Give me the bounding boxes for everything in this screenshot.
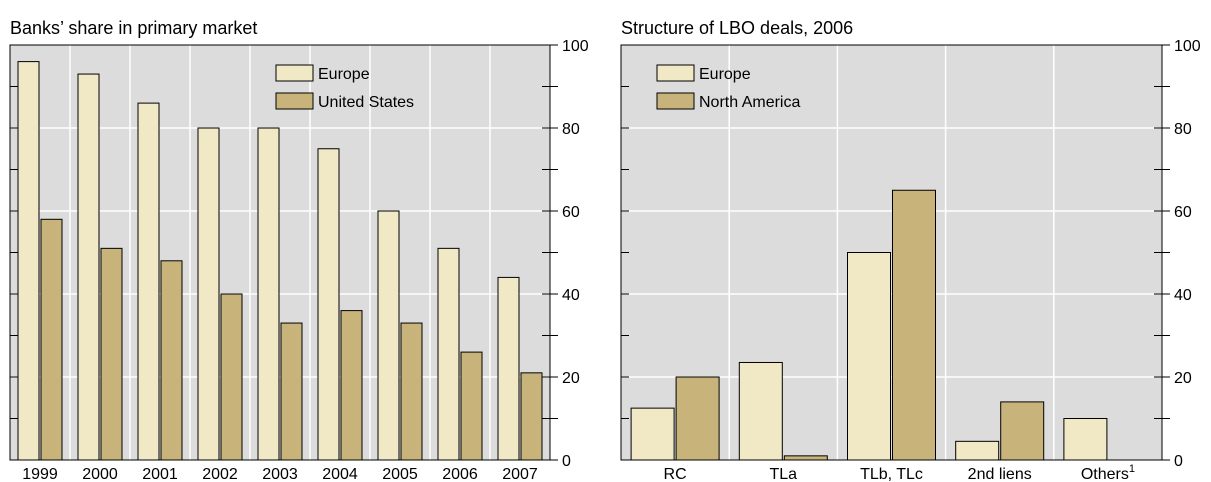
left-ytick-label: 40 xyxy=(562,287,580,304)
right-ytick-label: 40 xyxy=(1174,287,1192,304)
left-category-label-6: 2005 xyxy=(382,466,418,482)
right-category-footnote-4: 1 xyxy=(1129,463,1135,475)
left-bar-series2-6 xyxy=(400,322,423,461)
left-bar-europe-5 xyxy=(317,148,340,461)
left-bar-series2-1 xyxy=(100,247,123,461)
left-ytick-label: 60 xyxy=(562,204,580,221)
right-bar-europe-2 xyxy=(847,252,891,461)
right-chart-title: Structure of LBO deals, 2006 xyxy=(621,18,853,38)
left-legend-label-1: United States xyxy=(318,94,414,111)
right-category-label-1: TLa xyxy=(770,466,798,482)
right-ytick-label: 80 xyxy=(1174,121,1192,138)
left-chart-title: Banks’ share in primary market xyxy=(10,18,257,38)
left-bar-europe-2 xyxy=(137,102,160,461)
left-legend-swatch-0 xyxy=(275,64,314,82)
right-legend-swatch-0 xyxy=(656,64,695,82)
right-bar-europe-3 xyxy=(955,440,1000,461)
left-bar-europe-1 xyxy=(77,73,100,461)
left-bar-europe-0 xyxy=(17,61,40,461)
right-bar-series2-0 xyxy=(675,376,720,461)
left-bar-europe-6 xyxy=(377,210,400,461)
left-ytick-label: 100 xyxy=(562,38,589,55)
left-ytick-label: 80 xyxy=(562,121,580,138)
left-bar-europe-3 xyxy=(197,127,220,461)
right-legend-label-0: Europe xyxy=(699,66,751,83)
left-ytick-label: 0 xyxy=(562,453,571,470)
right-bar-europe-1 xyxy=(738,361,783,461)
banks-share-chart: Banks’ share in primary market 0 20 40 60 80 1… xyxy=(9,18,589,482)
right-category-label-2: TLb, TLc xyxy=(860,466,923,482)
right-bar-europe-0 xyxy=(630,407,675,461)
right-category-label-4: Others1 xyxy=(1081,463,1135,482)
left-bar-europe-4 xyxy=(257,127,280,461)
left-bar-series2-7 xyxy=(460,351,483,461)
right-bar-series2-2 xyxy=(892,189,936,461)
left-category-label-0: 1999 xyxy=(22,466,58,482)
right-bar-series2-1 xyxy=(783,455,828,461)
right-legend-label-1: North America xyxy=(699,94,800,111)
right-bar-europe-4 xyxy=(1063,418,1108,461)
right-ytick-label: 100 xyxy=(1174,38,1201,55)
left-bar-europe-8 xyxy=(497,276,520,461)
left-bar-series2-2 xyxy=(160,260,183,461)
left-bar-series2-3 xyxy=(220,293,243,461)
left-category-label-7: 2006 xyxy=(442,466,478,482)
left-legend-swatch-1 xyxy=(275,92,314,110)
right-ytick-label: 0 xyxy=(1174,453,1183,470)
right-ytick-label: 20 xyxy=(1174,370,1192,387)
left-bar-series2-4 xyxy=(280,322,303,461)
left-category-label-1: 2000 xyxy=(82,466,118,482)
left-plot-area xyxy=(10,45,550,460)
left-bar-series2-0 xyxy=(40,218,63,461)
left-legend-label-0: Europe xyxy=(318,66,370,83)
right-legend-swatch-1 xyxy=(656,92,695,110)
left-bar-europe-7 xyxy=(437,247,460,461)
left-bar-series2-5 xyxy=(340,310,363,461)
right-category-label-3: 2nd liens xyxy=(968,466,1032,482)
left-category-label-3: 2002 xyxy=(202,466,238,482)
left-ytick-label: 20 xyxy=(562,370,580,387)
right-bar-series2-3 xyxy=(1000,401,1045,461)
right-ytick-label: 60 xyxy=(1174,204,1192,221)
left-category-label-8: 2007 xyxy=(502,466,538,482)
left-category-label-4: 2003 xyxy=(262,466,298,482)
left-category-label-5: 2004 xyxy=(322,466,358,482)
left-category-label-2: 2001 xyxy=(142,466,178,482)
lbo-structure-chart: Structure of LBO deals, 2006 0 20 40 60 80 100… xyxy=(620,18,1201,482)
right-category-label-0: RC xyxy=(664,466,687,482)
left-bar-series2-8 xyxy=(520,372,543,461)
